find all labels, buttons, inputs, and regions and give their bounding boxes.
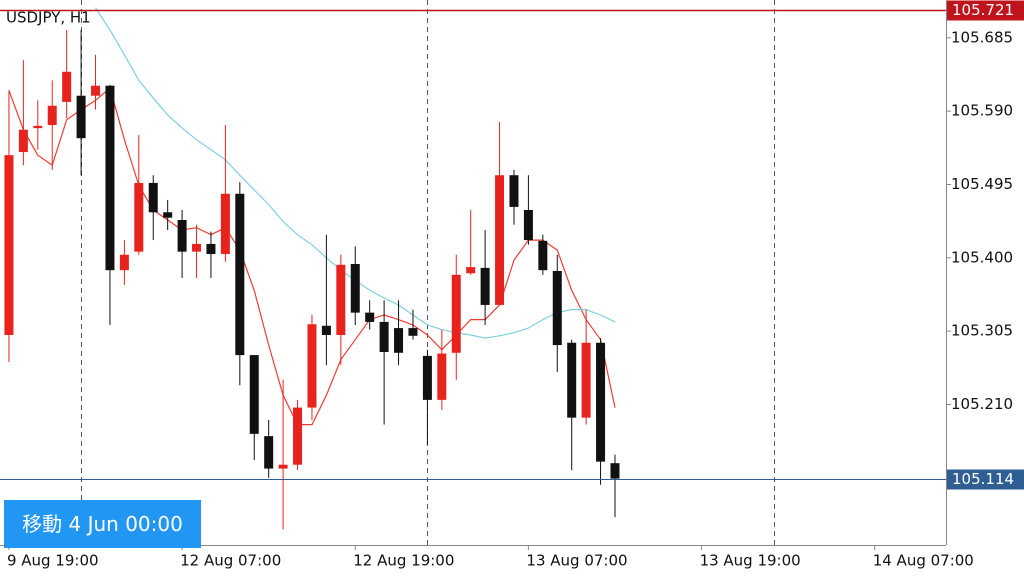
candle-body	[451, 274, 461, 353]
candle-body	[119, 254, 129, 271]
price-label-box	[947, 469, 1024, 490]
candle-body	[76, 95, 86, 139]
candle-body	[321, 325, 331, 336]
candle-body	[278, 464, 288, 469]
candle-body	[105, 85, 115, 271]
candle-body	[538, 240, 548, 271]
y-tick-label: 105.210	[951, 395, 1013, 413]
y-tick-label: 105.685	[951, 28, 1013, 46]
candle-body	[408, 328, 418, 336]
candle-body	[206, 243, 216, 254]
candle-body	[47, 105, 57, 126]
candle-body	[350, 264, 360, 313]
price-label-box	[947, 0, 1024, 21]
candle-body	[177, 220, 187, 252]
candle-body	[480, 267, 490, 305]
candle-body	[62, 71, 72, 102]
x-tick-label: 9 Aug 19:00	[7, 552, 99, 570]
candle-body	[379, 321, 389, 353]
candle-body	[567, 342, 577, 418]
candle-body	[495, 175, 505, 305]
x-tick-label: 12 Aug 07:00	[180, 552, 281, 570]
candle-body	[264, 436, 274, 469]
candle-body	[422, 355, 432, 400]
candle-body	[220, 193, 230, 254]
candle-body	[523, 209, 533, 241]
price-label: 105.114	[952, 470, 1014, 488]
candle-body	[33, 125, 43, 129]
y-tick-label: 105.305	[951, 322, 1013, 340]
candle-body	[235, 193, 245, 356]
candle-body	[466, 267, 476, 274]
price-label: 105.721	[952, 1, 1014, 19]
x-tick-label: 13 Aug 19:00	[700, 552, 801, 570]
candle-body	[192, 243, 202, 252]
candle-body	[581, 342, 591, 418]
x-tick-label: 13 Aug 07:00	[526, 552, 627, 570]
candle-body	[249, 355, 259, 434]
candle-body	[394, 328, 404, 353]
candle-body	[610, 463, 620, 479]
y-tick-label: 105.590	[951, 102, 1013, 120]
candle-body	[18, 129, 28, 153]
candle-body	[134, 182, 144, 252]
candle-body	[4, 155, 14, 336]
candle-body	[91, 85, 101, 96]
y-tick-label: 105.400	[951, 248, 1013, 266]
candle-body	[596, 342, 606, 462]
x-tick-label: 14 Aug 07:00	[873, 552, 974, 570]
candle-body	[437, 353, 447, 400]
candle-body	[365, 312, 375, 322]
candle-body	[509, 175, 519, 207]
chart-title: USDJPY, H1	[6, 9, 91, 27]
candle-body	[307, 324, 317, 408]
candle-body	[552, 270, 562, 346]
candle-body	[163, 212, 173, 218]
candle-body	[293, 407, 303, 465]
candle-body	[336, 264, 346, 336]
goto-button[interactable]: 移動 4 Jun 00:00	[4, 500, 201, 548]
y-tick-label: 105.495	[951, 175, 1013, 193]
candle-body	[148, 182, 158, 213]
x-tick-label: 12 Aug 19:00	[353, 552, 454, 570]
